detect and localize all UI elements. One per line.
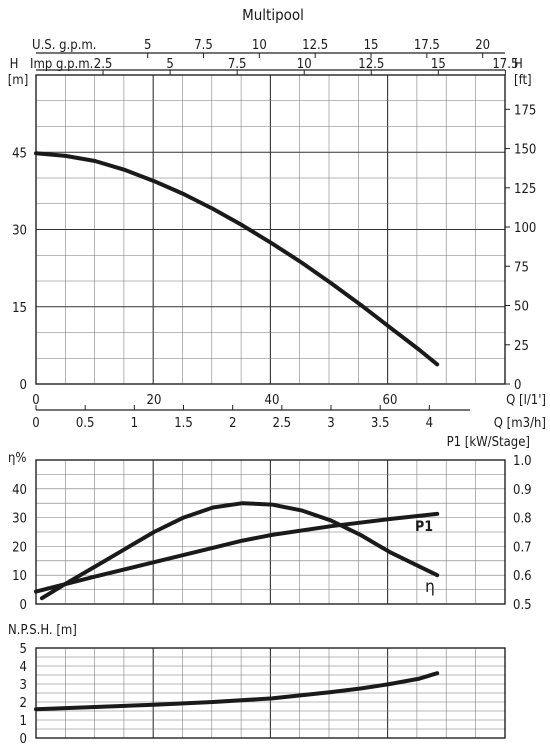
q-m3h-tick-label: 2 [229, 416, 236, 431]
h-ft-tick-label: 175 [514, 103, 536, 118]
p1-tick-label: 0.7 [513, 540, 532, 555]
us-gpm-tick-label: 17.5 [414, 38, 440, 53]
npsh-tick-label: 3 [20, 678, 27, 693]
h-axis-unit-m: [m] [8, 73, 29, 88]
q-m3h-label: Q [m3/h] [494, 416, 546, 431]
npsh-curve [34, 671, 440, 712]
eff-tick-label: 20 [12, 540, 27, 555]
npsh-plot-frame [35, 647, 506, 739]
h-m-tick-label: 15 [12, 301, 27, 316]
q-m3h-tick-label: 0 [32, 416, 39, 431]
q-m3h-tick-label: 1.5 [174, 416, 193, 431]
p1-tick-label: 0.6 [513, 569, 532, 584]
hq-plot-frame [35, 74, 506, 385]
q-lmin-tick-label: 0 [32, 393, 39, 408]
us-gpm-tick-label: 5 [144, 38, 151, 53]
h-ft-tick-label: 125 [514, 182, 536, 197]
q-m3h-tick-label: 0.5 [76, 416, 95, 431]
imp-gpm-tick-label: 7.5 [228, 57, 247, 72]
h-axis-header: H [10, 57, 19, 72]
q-lmin-label: Q [l/1'] [506, 393, 546, 408]
eff-tick-label: 30 [12, 512, 27, 527]
h-ft-tick-label: 50 [514, 300, 529, 315]
h-m-tick-label: 45 [12, 146, 27, 161]
imp-gpm-tick-label: 15 [431, 57, 446, 72]
npsh-tick-label: 5 [20, 642, 27, 657]
h-m-tick-label: 0 [20, 378, 27, 393]
p1-tick-label: 0.9 [513, 483, 532, 498]
npsh-tick-label: 0 [20, 732, 27, 747]
q-m3h-tick-label: 2.5 [273, 416, 292, 431]
eta-curve-label: η [425, 577, 435, 597]
h-axis-unit-ft: [ft] [514, 73, 532, 88]
npsh-tick-label: 2 [20, 696, 27, 711]
h-ft-tick-label: 150 [514, 143, 536, 158]
p1-tick-label: 0.5 [513, 598, 532, 613]
head-curve [34, 151, 440, 367]
h-m-tick-label: 30 [12, 224, 27, 239]
eff-tick-label: 40 [12, 483, 27, 498]
imp-gpm-tick-label: 10 [297, 57, 312, 72]
imp-gpm-label: Imp g.p.m. [30, 57, 93, 72]
us-gpm-tick-label: 15 [364, 38, 379, 53]
h-ft-tick-label: 0 [514, 378, 521, 393]
eff-tick-label: 10 [12, 569, 27, 584]
h-ft-tick-label: 75 [514, 260, 529, 275]
p1-axis-label: P1 [kW/Stage] [447, 435, 530, 450]
q-lmin-tick-label: 60 [383, 393, 398, 408]
us-gpm-label: U.S. g.p.m. [32, 38, 97, 53]
imp-gpm-tick-label: 12.5 [358, 57, 384, 72]
npsh-tick-label: 4 [20, 660, 27, 675]
h-ft-tick-label: 25 [514, 339, 529, 354]
q-lmin-tick-label: 40 [265, 393, 280, 408]
p1-power-curve [34, 511, 440, 594]
us-gpm-tick-label: 20 [475, 38, 490, 53]
imp-gpm-tick-label: 17.5 [492, 57, 518, 72]
us-gpm-tick-label: 10 [252, 38, 267, 53]
eff-tick-label: 0 [20, 598, 27, 613]
h-axis-header-right: H [514, 57, 523, 72]
p1-tick-label: 1.0 [513, 454, 532, 469]
us-gpm-tick-label: 12.5 [302, 38, 328, 53]
npsh-axis-label: N.P.S.H. [m] [8, 623, 77, 638]
eff-axis-label: η% [8, 451, 27, 466]
h-ft-tick-label: 100 [514, 221, 536, 236]
eff-plot-frame [35, 459, 506, 605]
efficiency-curve [39, 501, 440, 601]
imp-gpm-tick-label: 5 [166, 57, 173, 72]
q-lmin-tick-label: 20 [147, 393, 162, 408]
chart-title: Multipool [242, 6, 304, 24]
q-m3h-tick-label: 3 [327, 416, 334, 431]
q-m3h-tick-label: 1 [131, 416, 138, 431]
q-m3h-tick-label: 3.5 [371, 416, 390, 431]
imp-gpm-tick-label: 2.5 [94, 57, 113, 72]
q-m3h-tick-label: 4 [426, 416, 433, 431]
p1-curve-label: P1 [415, 519, 433, 535]
p1-tick-label: 0.8 [513, 512, 532, 527]
npsh-tick-label: 1 [20, 714, 27, 729]
us-gpm-tick-label: 7.5 [194, 38, 213, 53]
